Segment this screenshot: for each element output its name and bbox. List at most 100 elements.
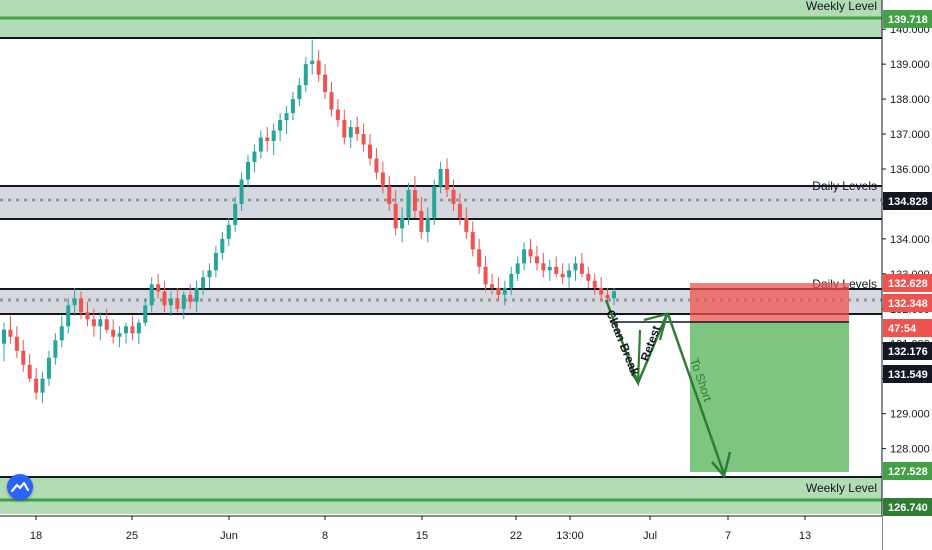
price-tag: 134.828 <box>883 192 932 210</box>
candle-body <box>201 277 206 288</box>
candle-body <box>605 294 610 299</box>
candle-body <box>560 273 565 278</box>
annotation-label: Clean Break <box>603 308 642 378</box>
time-tick-label: 18 <box>30 530 42 542</box>
candle-body <box>27 364 32 379</box>
candle-body <box>612 291 616 299</box>
price-tick-label: 129.000 <box>890 409 930 421</box>
candle-body <box>162 291 167 306</box>
time-tick-label: Jun <box>220 530 238 542</box>
candle-body <box>290 99 295 114</box>
candle-body <box>490 284 494 288</box>
candle-body <box>329 92 334 110</box>
candle-body <box>554 266 559 274</box>
price-tag: 132.176 <box>883 342 932 360</box>
price-tick-label: 128.000 <box>890 444 930 456</box>
candle-body <box>8 329 13 337</box>
annotation-label: Retest <box>638 324 664 363</box>
candle-body <box>239 179 244 204</box>
price-tag: 132.628 <box>883 274 932 292</box>
candle-body <box>34 378 39 393</box>
candle-body <box>40 378 45 393</box>
candle-body <box>98 319 103 327</box>
to-short-path <box>666 313 726 475</box>
candle-body <box>419 210 424 232</box>
candle-body <box>425 217 430 232</box>
time-tick-label: 13 <box>799 530 811 542</box>
candle-body <box>432 186 437 218</box>
candle-body <box>547 266 552 271</box>
candle-body <box>515 263 520 274</box>
candle-body <box>66 305 71 327</box>
candle-body <box>348 127 353 138</box>
candle-body <box>522 249 527 264</box>
candle-body <box>21 350 26 365</box>
candle-body <box>464 217 469 232</box>
price-tag-box <box>883 365 932 383</box>
price-tag: 127.528 <box>883 462 932 480</box>
candle-body <box>278 120 283 131</box>
time-tick-label: 8 <box>322 530 328 542</box>
candles-layer <box>2 39 616 404</box>
candle-body <box>387 186 392 204</box>
price-tag: 131.549 <box>883 365 932 383</box>
price-tick-label: 134.000 <box>890 234 930 246</box>
candle-body <box>46 357 51 379</box>
price-tag-box <box>883 342 932 360</box>
candle-body <box>297 85 302 100</box>
candle-body <box>53 340 58 358</box>
zone-label: Weekly Level <box>806 481 877 495</box>
candle-body <box>136 322 141 334</box>
tradingview-logo-icon[interactable] <box>7 474 33 500</box>
candle-body <box>271 130 276 142</box>
position-risk-area <box>690 283 849 322</box>
candle-body <box>592 280 597 288</box>
candle-body <box>72 298 77 306</box>
candle-body <box>470 231 475 250</box>
price-tag-label: 132.628 <box>888 278 928 290</box>
price-tag-box <box>883 294 932 312</box>
price-tag-box <box>883 462 932 480</box>
zone-label: Daily Levels <box>812 179 877 193</box>
candle-body <box>451 189 456 204</box>
candle-body <box>85 312 90 320</box>
candle-body <box>258 137 263 152</box>
price-tag-label: 47:54 <box>888 323 917 335</box>
price-tag-label: 132.348 <box>888 298 928 310</box>
price-tag: 126.740 <box>883 498 932 516</box>
candle-body <box>265 137 270 142</box>
price-tag-box <box>883 274 932 292</box>
logo-glyph-icon <box>11 481 29 493</box>
candle-body <box>226 224 231 239</box>
price-tag-label: 134.828 <box>888 196 928 208</box>
candle-body <box>380 172 385 187</box>
price-tag: 139.718 <box>883 10 932 28</box>
candle-body <box>400 217 405 229</box>
retest-arrow-icon <box>643 312 669 341</box>
time-tick-label: 13:00 <box>556 530 584 542</box>
candle-body <box>412 189 417 211</box>
candle-body <box>2 329 6 344</box>
candle-body <box>156 284 161 292</box>
candle-body <box>477 249 482 267</box>
price-tag-label: 131.549 <box>888 369 928 381</box>
candle-body <box>406 189 411 218</box>
candle-body <box>573 263 578 271</box>
candle-body <box>310 60 315 65</box>
candle-body <box>393 203 398 229</box>
zone-band <box>0 477 882 514</box>
candle-body <box>124 326 128 334</box>
price-tag-box <box>883 10 932 28</box>
price-tag-label: 126.740 <box>888 502 928 514</box>
candle-body <box>528 249 533 257</box>
candle-body <box>374 158 379 173</box>
to-short-arrowhead-icon <box>711 451 732 479</box>
time-tick-label: 15 <box>416 530 428 542</box>
candle-body <box>579 263 584 274</box>
candle-body <box>316 60 321 75</box>
candle-body <box>438 168 443 187</box>
candle-body <box>220 238 225 253</box>
candle-body <box>194 287 199 302</box>
candle-body <box>117 333 122 337</box>
